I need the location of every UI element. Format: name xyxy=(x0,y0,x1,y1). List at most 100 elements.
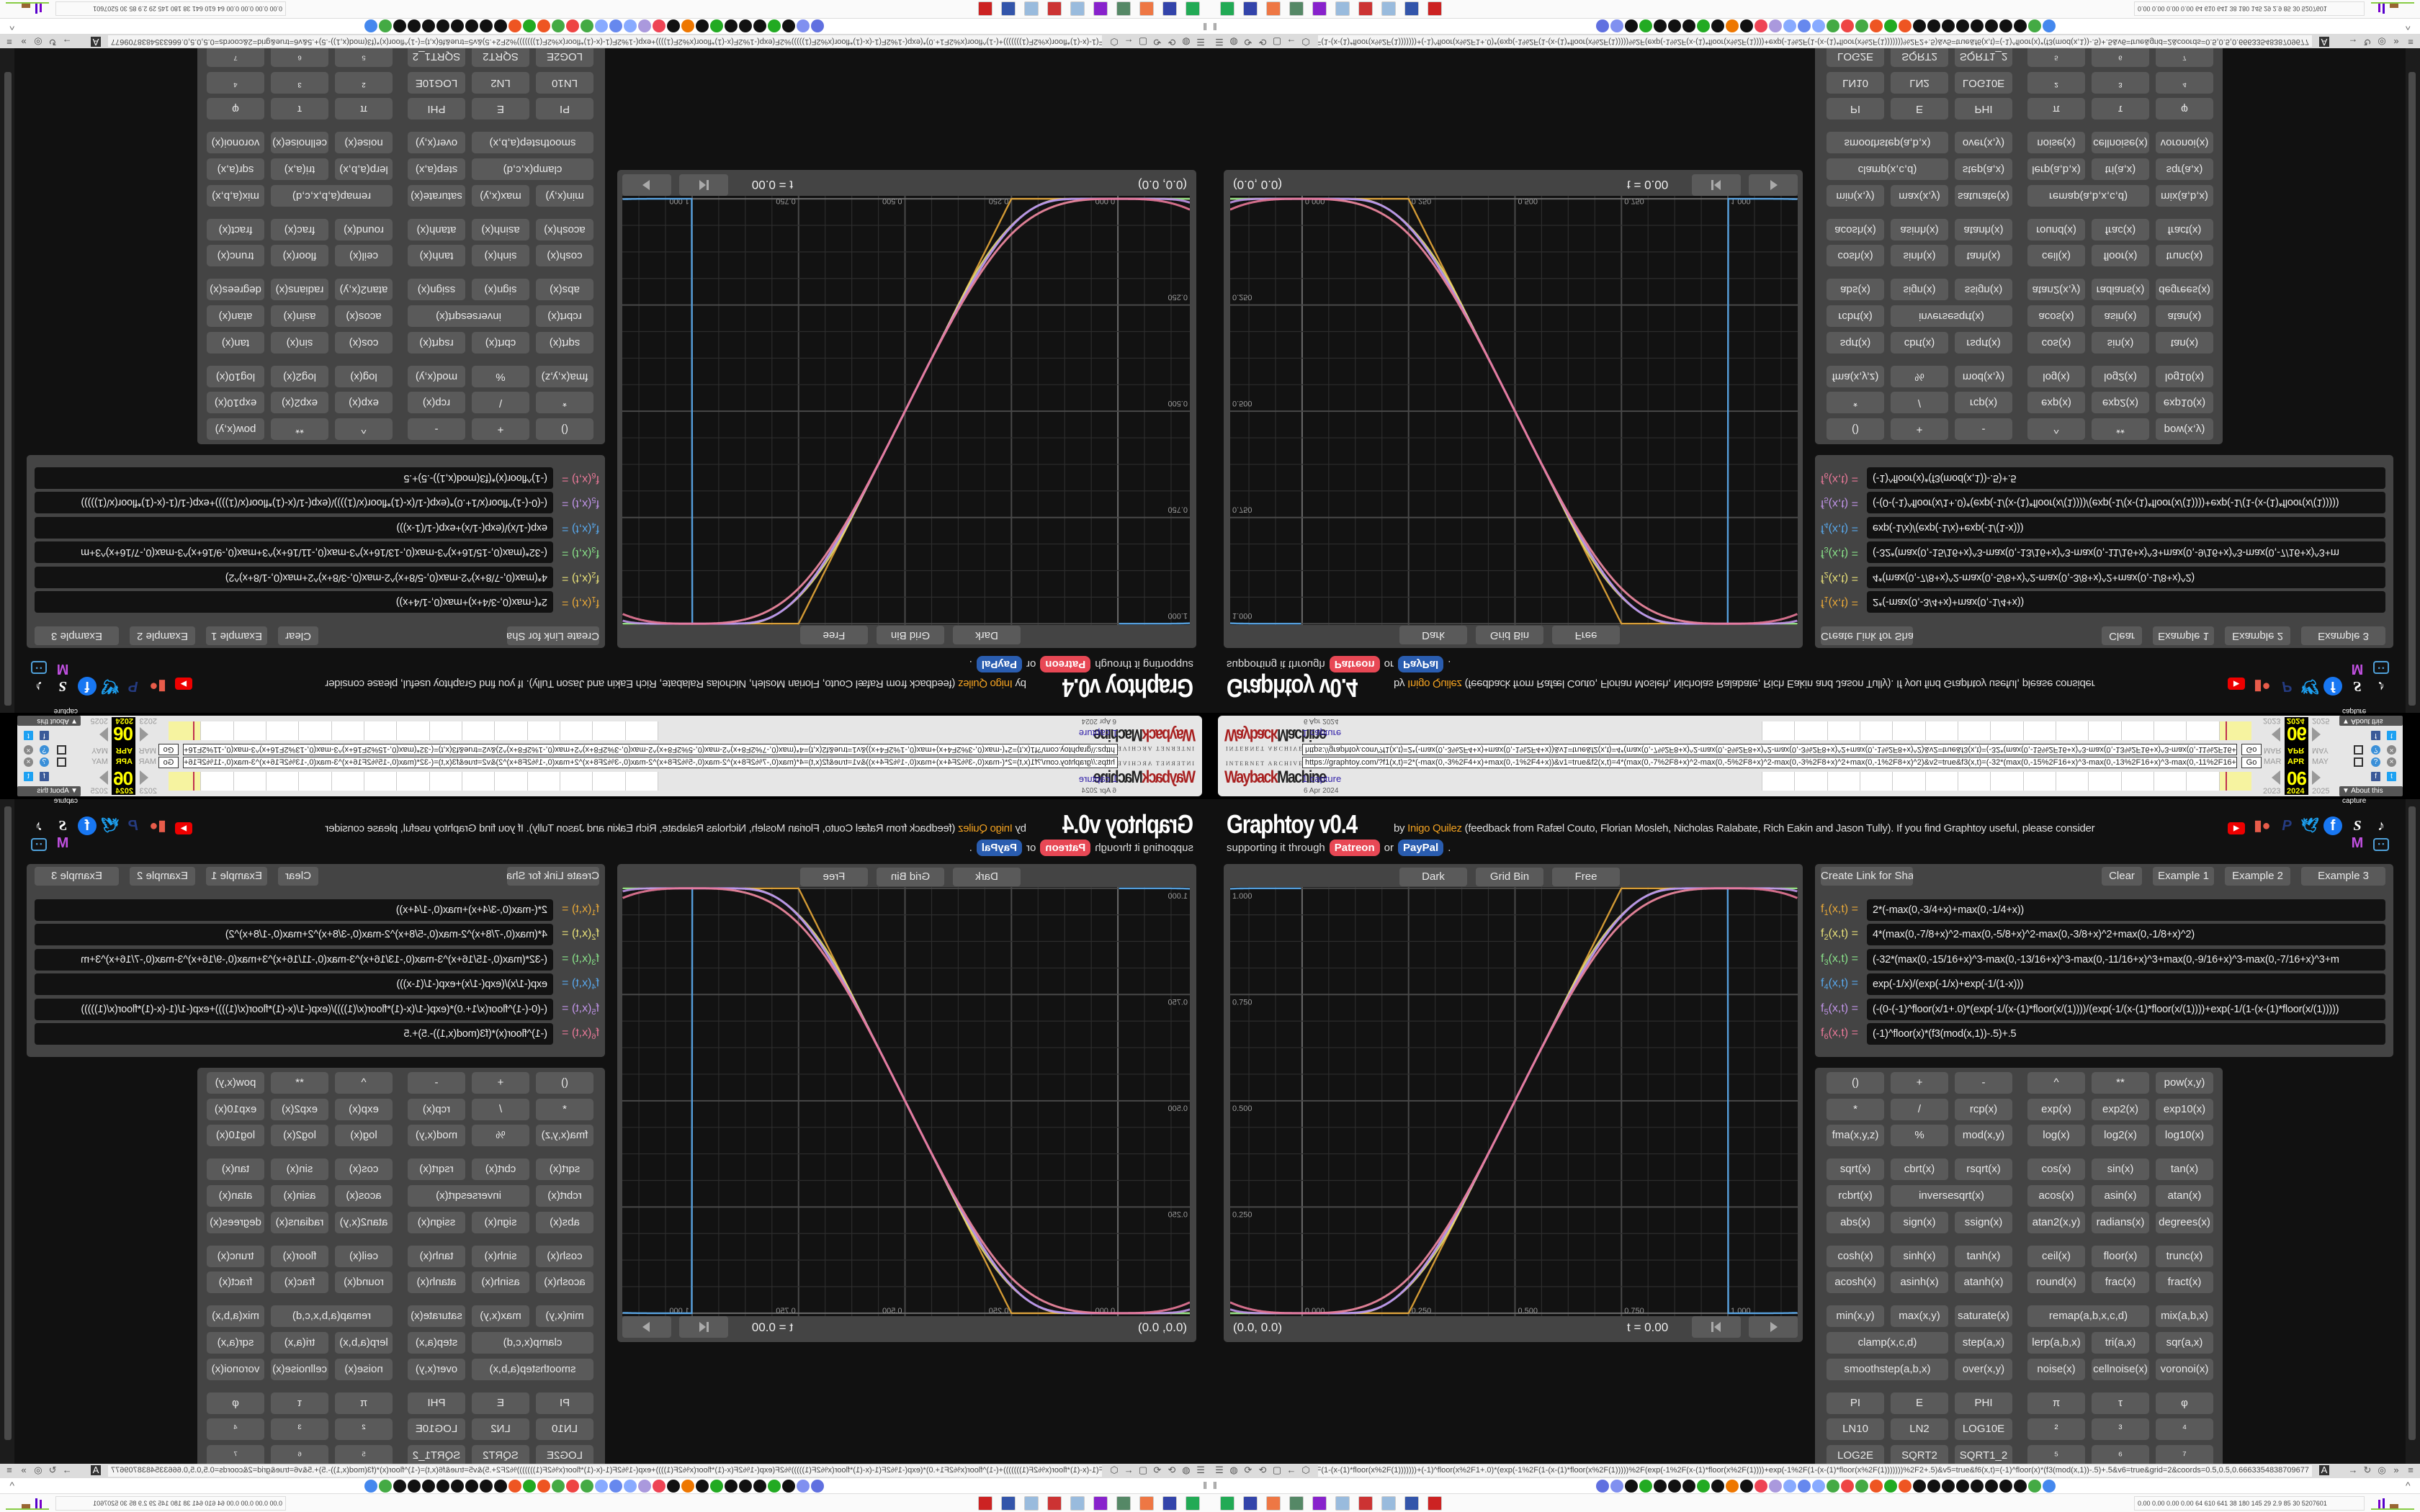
keypad-button[interactable]: ⁷ xyxy=(2156,45,2213,68)
taskbar-app-icon[interactable] xyxy=(1001,1496,1016,1511)
keypad-button[interactable]: π xyxy=(2027,98,2085,120)
function-input[interactable]: (-32*(max(0,-15/16+x)^3-max(0,-13/16+x)^… xyxy=(35,541,553,564)
keypad-button[interactable]: ² xyxy=(2027,1418,2085,1441)
keypad-button[interactable]: LN2 xyxy=(1891,71,1948,94)
keypad-button[interactable]: rcbrt(x) xyxy=(536,305,593,328)
reload-icon[interactable]: ⟳ xyxy=(1168,37,1176,48)
keypad-button[interactable]: tan(x) xyxy=(207,1158,264,1181)
keypad-button[interactable]: step(a,x) xyxy=(1955,1331,2012,1354)
timeline-month-cell[interactable] xyxy=(1794,721,1827,740)
timeline-month-cell[interactable] xyxy=(233,721,267,740)
grid-bin-button[interactable]: Grid Bin xyxy=(877,626,944,644)
bookmark-icon[interactable] xyxy=(523,19,536,32)
patreon-button[interactable]: Patreon xyxy=(1040,656,1091,672)
taskbar-app-icon[interactable] xyxy=(1358,1,1373,16)
keypad-button[interactable]: tan(x) xyxy=(207,331,264,354)
refresh-icon[interactable]: ↻ xyxy=(48,37,57,48)
keypad-button[interactable]: + xyxy=(1891,1072,1948,1094)
bookmark-icon[interactable] xyxy=(451,1480,464,1493)
scrollbar-thumb[interactable] xyxy=(4,72,12,706)
keypad-button[interactable]: τ xyxy=(2092,1392,2149,1414)
keypad-button[interactable]: SQRT2 xyxy=(1891,1444,1948,1467)
grid-bin-button[interactable]: Grid Bin xyxy=(877,868,944,886)
keypad-button[interactable]: exp(x) xyxy=(335,392,393,414)
facebook-share-icon[interactable]: f xyxy=(40,772,49,781)
bookmark-icon[interactable] xyxy=(1899,1480,1912,1493)
patreon-icon[interactable]: ▮● xyxy=(149,818,166,834)
keypad-button[interactable]: saturate(x) xyxy=(1955,1305,2012,1328)
example-3-button[interactable]: Example 3 xyxy=(35,867,119,886)
timeline-month-cell[interactable] xyxy=(593,772,626,791)
play-button[interactable] xyxy=(1749,1316,1798,1338)
keypad-button[interactable]: pow(x,y) xyxy=(2156,1072,2213,1094)
keypad-button[interactable]: asinh(x) xyxy=(1891,218,1948,240)
keypad-button[interactable]: sqr(a,x) xyxy=(2156,1331,2213,1354)
bookmark-icon[interactable] xyxy=(566,1480,579,1493)
keypad-button[interactable]: inversesqrt(x) xyxy=(408,1184,529,1207)
window-icon[interactable] xyxy=(2354,757,2363,767)
settings-icon[interactable]: ≡ xyxy=(6,37,12,48)
facebook-icon[interactable]: f xyxy=(2323,816,2342,835)
timeline-month-cell[interactable] xyxy=(2022,772,2056,791)
bookmark-icon[interactable] xyxy=(1985,1480,1998,1493)
bookmark-icon[interactable] xyxy=(1711,19,1724,32)
address-input[interactable]: https://graphtoy.com/?...%2F(1))))+exp(-… xyxy=(108,1465,1102,1477)
capture-timeline[interactable] xyxy=(1762,721,2251,740)
keypad-button[interactable]: PI xyxy=(1827,1392,1884,1414)
extension-icon[interactable]: ◎ xyxy=(34,1464,42,1475)
timeline-month-cell[interactable] xyxy=(169,721,202,740)
timeline-month-cell[interactable] xyxy=(1827,721,1860,740)
facebook-share-icon[interactable]: f xyxy=(2371,772,2380,781)
patreon-icon[interactable]: ▮● xyxy=(149,678,166,694)
tiktok-icon[interactable]: ♪ xyxy=(2378,818,2385,834)
year-next[interactable]: 2025 xyxy=(90,716,108,725)
page-scrollbar[interactable] xyxy=(0,48,14,713)
captures-link[interactable]: 1 capture xyxy=(1302,773,1342,784)
keypad-button[interactable]: acos(x) xyxy=(335,1184,393,1207)
sidebar-toggle-icon[interactable]: ‖ xyxy=(1203,1480,1207,1491)
keypad-button[interactable]: LN2 xyxy=(472,1418,529,1441)
keypad-button[interactable]: sin(x) xyxy=(271,1158,328,1181)
keypad-button[interactable]: trunc(x) xyxy=(2156,245,2213,267)
tab-icon[interactable]: ▢ xyxy=(1272,1464,1282,1475)
keypad-button[interactable]: SQRT2 xyxy=(472,45,529,68)
keypad-button[interactable]: exp10(x) xyxy=(207,392,264,414)
taskbar-app-icon[interactable] xyxy=(1312,1496,1327,1511)
refresh-icon[interactable]: ↻ xyxy=(2363,1464,2372,1475)
patreon-button[interactable]: Patreon xyxy=(1329,656,1380,672)
dark-button[interactable]: Dark xyxy=(1399,626,1467,644)
bookmark-icon[interactable] xyxy=(753,1480,766,1493)
reset-time-button[interactable] xyxy=(1692,174,1741,196)
taskbar-app-icon[interactable] xyxy=(1289,1,1304,16)
year-prev[interactable]: 2023 xyxy=(139,716,157,725)
keypad-button[interactable]: round(x) xyxy=(335,218,393,240)
chevron-up-icon[interactable]: ^ xyxy=(2406,21,2411,32)
keypad-button[interactable]: rcp(x) xyxy=(1955,392,2012,414)
mastodon-icon[interactable]: M xyxy=(2351,835,2364,851)
bookmark-icon[interactable] xyxy=(494,1480,507,1493)
bookmark-icon[interactable] xyxy=(1754,19,1767,32)
close-icon[interactable]: × xyxy=(24,745,33,755)
keypad-button[interactable]: ⁶ xyxy=(271,45,328,68)
keypad-button[interactable]: rcp(x) xyxy=(408,392,465,414)
bookmark-icon[interactable] xyxy=(1884,1480,1897,1493)
keypad-button[interactable]: rcbrt(x) xyxy=(1827,1184,1884,1207)
keypad-button[interactable]: log10(x) xyxy=(207,1125,264,1147)
timeline-month-cell[interactable] xyxy=(1859,772,1893,791)
bookmark-icon[interactable] xyxy=(609,19,622,32)
reset-time-button[interactable] xyxy=(679,1316,728,1338)
menu-icon[interactable]: ☰ xyxy=(1215,37,1224,48)
keypad-button[interactable]: sin(x) xyxy=(2092,1158,2149,1181)
keypad-button[interactable]: ³ xyxy=(2092,1418,2149,1441)
keypad-button[interactable]: + xyxy=(472,418,529,440)
keypad-button[interactable]: tri(a,x) xyxy=(2092,158,2149,181)
keypad-button[interactable]: LOG10E xyxy=(1955,1418,2012,1441)
keypad-button[interactable]: + xyxy=(472,1072,529,1094)
clear-button[interactable]: Clear xyxy=(2102,867,2142,886)
bookmark-icon[interactable] xyxy=(465,19,478,32)
keypad-button[interactable]: ceil(x) xyxy=(335,245,393,267)
keypad-button[interactable]: remap(a,b,x,c,d) xyxy=(271,1305,393,1328)
keypad-button[interactable]: log(x) xyxy=(2027,365,2085,387)
function-input[interactable]: 2*(-max(0,-3/4+x)+max(0,-1/4+x)) xyxy=(1867,591,2385,613)
bookmark-icon[interactable] xyxy=(1913,19,1926,32)
